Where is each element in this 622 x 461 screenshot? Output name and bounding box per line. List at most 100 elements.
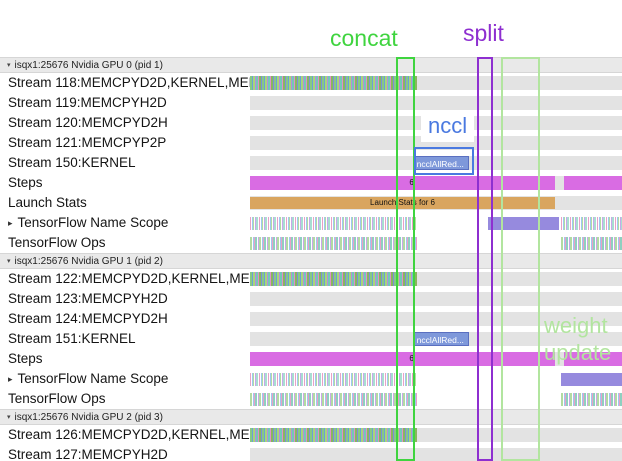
- trace-event-label: 6: [409, 178, 414, 187]
- timeline-track: [250, 289, 622, 309]
- row-label: Stream 151:KERNEL: [0, 329, 250, 349]
- kernel-events-bar[interactable]: [250, 428, 418, 442]
- timeline-track: 6: [250, 349, 622, 369]
- op-events-bar[interactable]: [560, 237, 622, 250]
- timeline-track: [250, 113, 622, 133]
- row-label: ▸ TensorFlow Name Scope: [0, 369, 250, 389]
- timeline-track: [250, 213, 622, 233]
- collapse-arrow-icon[interactable]: ▾: [7, 61, 11, 69]
- trace-row: TensorFlow Ops: [0, 233, 622, 253]
- expand-arrow-icon[interactable]: ▸: [8, 217, 13, 228]
- row-label-text: Steps: [8, 351, 43, 366]
- timeline-track: [250, 389, 622, 409]
- trace-row: Stream 119:MEMCPYH2D: [0, 93, 622, 113]
- timeline-track: [250, 269, 622, 289]
- trace-row: Stream 126:MEMCPYD2D,KERNEL,MEMSET: [0, 425, 622, 445]
- kernel-events-bar[interactable]: [250, 272, 418, 286]
- timeline-track: [250, 133, 622, 153]
- name-scope-events-bar[interactable]: [560, 217, 622, 230]
- row-label: Stream 120:MEMCPYD2H: [0, 113, 250, 133]
- trace-row: ▸ TensorFlow Name Scope: [0, 213, 622, 233]
- row-label-text: TensorFlow Name Scope: [17, 371, 169, 386]
- row-label: Stream 118:MEMCPYD2D,KERNEL,MEMSET: [0, 73, 250, 93]
- row-label: TensorFlow Ops: [0, 389, 250, 409]
- trace-row: Stream 123:MEMCPYH2D: [0, 289, 622, 309]
- expand-arrow-icon[interactable]: ▸: [8, 373, 13, 384]
- process-group-header[interactable]: ▾ isqx1:25676 Nvidia GPU 1 (pid 2): [0, 253, 622, 269]
- timeline-track: [250, 233, 622, 253]
- trace-row: Stream 151:KERNEL ncclAllRed...: [0, 329, 622, 349]
- trace-row: TensorFlow Ops: [0, 389, 622, 409]
- trace-row: Stream 124:MEMCPYD2H: [0, 309, 622, 329]
- timeline-track: [250, 445, 622, 461]
- row-label: Launch Stats: [0, 193, 250, 213]
- nccl-allreduce-bar[interactable]: ncclAllRed...: [413, 156, 470, 170]
- process-group-label: isqx1:25676 Nvidia GPU 2 (pid 3): [14, 411, 163, 423]
- process-group-label: isqx1:25676 Nvidia GPU 1 (pid 2): [14, 255, 163, 267]
- step-marker-bar[interactable]: 6: [250, 352, 556, 366]
- step-marker-bar[interactable]: 6: [250, 176, 556, 190]
- trace-row: Stream 150:KERNEL ncclAllRed...: [0, 153, 622, 173]
- trace-event-label: 6: [409, 354, 414, 363]
- row-label: TensorFlow Ops: [0, 233, 250, 253]
- op-events-bar[interactable]: [560, 393, 622, 406]
- row-label-text: Stream 127:MEMCPYH2D: [8, 447, 168, 461]
- row-label-text: TensorFlow Ops: [8, 391, 106, 406]
- trace-row: Stream 121:MEMCPYP2P: [0, 133, 622, 153]
- trace-row: Stream 118:MEMCPYD2D,KERNEL,MEMSET: [0, 73, 622, 93]
- row-label: Stream 124:MEMCPYD2H: [0, 309, 250, 329]
- row-label-text: Stream 120:MEMCPYD2H: [8, 115, 168, 130]
- row-label: Stream 122:MEMCPYD2D,KERNEL,MEMSET: [0, 269, 250, 289]
- row-label: Steps: [0, 349, 250, 369]
- op-events-bar[interactable]: [250, 393, 418, 406]
- step-marker-bar[interactable]: [564, 176, 622, 190]
- row-label-text: Stream 123:MEMCPYH2D: [8, 291, 168, 306]
- trace-event-label: ncclAllRed...: [416, 159, 464, 169]
- trace-row: Stream 127:MEMCPYH2D: [0, 445, 622, 461]
- process-group-header[interactable]: ▾ isqx1:25676 Nvidia GPU 0 (pid 1): [0, 57, 622, 73]
- row-label: ▸ TensorFlow Name Scope: [0, 213, 250, 233]
- timeline-track: ncclAllRed...: [250, 153, 622, 173]
- timeline-track: Launch Stats for 6: [250, 193, 622, 213]
- name-scope-chunk-bar[interactable]: [488, 217, 559, 230]
- trace-event-label: Launch Stats for 6: [370, 198, 435, 207]
- step-marker-bar[interactable]: [564, 352, 622, 366]
- timeline-track: [250, 93, 622, 113]
- row-label-text: Stream 118:MEMCPYD2D,KERNEL,MEMSET: [8, 75, 250, 90]
- trace-row: ▸ TensorFlow Name Scope: [0, 369, 622, 389]
- row-label: Stream 121:MEMCPYP2P: [0, 133, 250, 153]
- trace-row: Launch Stats Launch Stats for 6: [0, 193, 622, 213]
- nccl-allreduce-bar[interactable]: ncclAllRed...: [413, 332, 470, 346]
- timeline-rows: ▾ isqx1:25676 Nvidia GPU 0 (pid 1) Stream …: [0, 57, 622, 461]
- trace-event-label: ncclAllRed...: [416, 335, 464, 345]
- concat-annotation-label: concat: [330, 25, 398, 51]
- trace-row: Stream 120:MEMCPYD2H: [0, 113, 622, 133]
- op-events-bar[interactable]: [250, 237, 418, 250]
- name-scope-events-bar[interactable]: [250, 217, 418, 230]
- row-label-text: Stream 119:MEMCPYH2D: [8, 95, 167, 110]
- row-label: Stream 123:MEMCPYH2D: [0, 289, 250, 309]
- weight-update-events-bar[interactable]: [561, 272, 622, 286]
- weight-update-events-bar[interactable]: [561, 76, 622, 90]
- row-label-text: Stream 150:KERNEL: [8, 155, 136, 170]
- collapse-arrow-icon[interactable]: ▾: [7, 257, 11, 265]
- timeline-track: [250, 73, 622, 93]
- name-scope-chunk-bar[interactable]: [560, 373, 622, 386]
- collapse-arrow-icon[interactable]: ▾: [7, 413, 11, 421]
- row-label: Stream 126:MEMCPYD2D,KERNEL,MEMSET: [0, 425, 250, 445]
- split-annotation-label: split: [463, 20, 504, 46]
- trace-row: Steps 6: [0, 349, 622, 369]
- timeline-track: [250, 309, 622, 329]
- timeline-track: 6: [250, 173, 622, 193]
- launch-stats-bar[interactable]: Launch Stats for 6: [250, 197, 556, 209]
- weight-update-events-bar[interactable]: [561, 428, 622, 442]
- process-group-header[interactable]: ▾ isqx1:25676 Nvidia GPU 2 (pid 3): [0, 409, 622, 425]
- row-label: Stream 119:MEMCPYH2D: [0, 93, 250, 113]
- row-label-text: TensorFlow Ops: [8, 235, 106, 250]
- row-label: Stream 150:KERNEL: [0, 153, 250, 173]
- row-label-text: Stream 126:MEMCPYD2D,KERNEL,MEMSET: [8, 427, 250, 442]
- kernel-events-bar[interactable]: [250, 76, 418, 90]
- row-label-text: Steps: [8, 175, 43, 190]
- name-scope-events-bar[interactable]: [250, 373, 418, 386]
